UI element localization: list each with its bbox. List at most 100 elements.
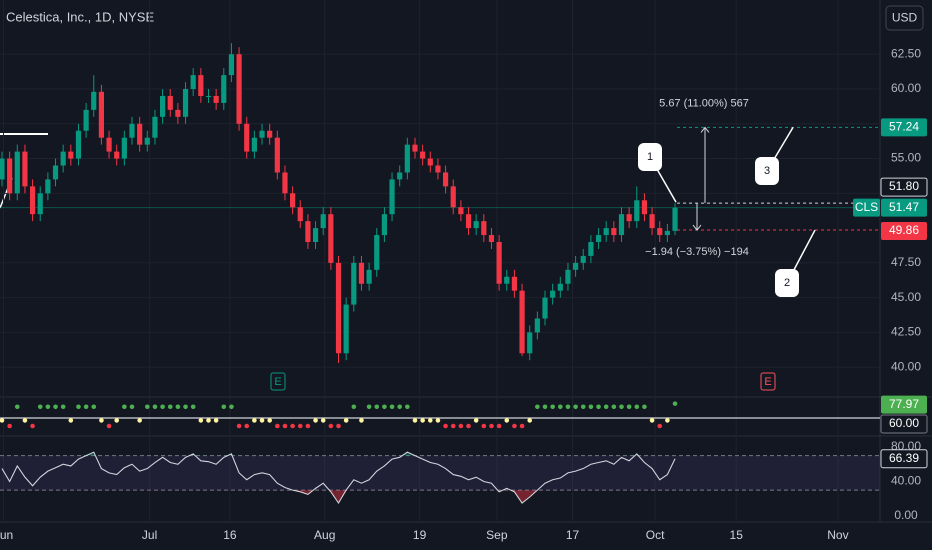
x-tick-label: Sep <box>486 528 508 542</box>
candle-body <box>634 200 640 222</box>
candle-body <box>160 95 166 117</box>
indicator-dot <box>0 418 5 423</box>
earnings-label: E <box>274 376 281 388</box>
earnings-marker <box>760 372 776 391</box>
rsi-tick-label: 0.00 <box>894 508 918 522</box>
indicator-dot <box>129 404 135 410</box>
indicator-dot <box>512 423 517 429</box>
indicator-dot <box>565 404 571 410</box>
indicator-dot <box>496 423 502 429</box>
candle-body <box>60 151 66 166</box>
earnings-label: E <box>764 376 771 388</box>
y-tick-label: 40.00 <box>891 359 921 373</box>
indicator-dot <box>573 404 578 410</box>
x-tick-label: Jul <box>142 528 157 542</box>
candle-body <box>511 276 518 291</box>
indicator-dot <box>558 404 563 410</box>
candle-body <box>519 290 525 354</box>
indicator-dot <box>519 423 525 429</box>
rsi-last-label: 66.39 <box>889 451 919 465</box>
candle-body <box>98 91 105 138</box>
candle-body <box>0 158 5 180</box>
candle-body <box>282 172 288 194</box>
indicator-dot <box>443 423 448 429</box>
candle-body <box>37 193 43 215</box>
indicator-level-label: 60.00 <box>889 416 919 430</box>
currency-label[interactable]: USD <box>892 11 918 25</box>
candle-body <box>83 109 89 131</box>
candle-body <box>442 172 449 187</box>
x-tick-label: Jun <box>0 528 13 542</box>
entry-price-label-box <box>880 177 928 197</box>
candle-body <box>496 242 502 284</box>
indicator-dot <box>167 404 173 410</box>
rsi-tick-label: 40.00 <box>891 474 921 488</box>
indicator-dot <box>275 423 280 429</box>
indicator-dot <box>122 404 127 410</box>
candle-body <box>427 158 433 166</box>
indicator-dot <box>30 423 35 429</box>
indicator-dot <box>236 423 242 429</box>
candle-body <box>259 130 265 138</box>
candle-body <box>182 89 189 117</box>
indicator-dot <box>374 404 380 410</box>
indicator-dot <box>175 404 181 410</box>
indicator-dot <box>389 404 395 410</box>
candle-body <box>550 290 556 298</box>
candle-body <box>328 214 334 263</box>
candle-body <box>588 242 594 256</box>
indicator-dot <box>22 418 28 423</box>
candle-body <box>473 221 479 229</box>
rsi-last-label-box <box>880 449 928 469</box>
indicator-dot <box>76 404 81 410</box>
indicator-dot <box>343 418 349 423</box>
indicator-dot <box>535 404 540 410</box>
candle-body <box>45 179 51 194</box>
x-tick-label: 19 <box>413 528 427 542</box>
indicator-dot <box>221 404 227 410</box>
indicator-dot <box>672 401 678 406</box>
candle-body <box>420 151 426 159</box>
entry-price-label: 51.80 <box>889 179 919 193</box>
indicator-dot <box>206 418 211 423</box>
indicator-dot <box>588 404 594 410</box>
candle-body <box>137 123 143 145</box>
indicator-dot <box>649 418 655 423</box>
measure-down-label: −1.94 (−3.75%) −194 <box>645 246 749 258</box>
indicator-dot <box>7 423 12 429</box>
candle-body <box>664 230 670 236</box>
candle-body <box>465 214 472 229</box>
stop-price-label-box <box>881 222 927 241</box>
candle-body <box>565 269 571 284</box>
y-tick-label: 60.00 <box>891 81 921 95</box>
indicator-dot <box>626 404 632 410</box>
indicator-dot <box>152 404 158 410</box>
chart-title: Celestica, Inc., 1D, NYSE <box>6 9 154 24</box>
last-price-label-box <box>881 198 927 217</box>
indicator-dot <box>619 404 624 410</box>
candle-body <box>534 318 540 333</box>
candle-body <box>14 151 20 194</box>
candle-body <box>366 269 372 284</box>
indicator-dot <box>53 404 58 410</box>
candle-body <box>198 75 204 96</box>
indicator-dot <box>642 404 647 410</box>
indicator-dot <box>397 404 402 410</box>
candle-body <box>389 179 395 215</box>
currency-button[interactable] <box>885 5 924 31</box>
rsi-band <box>0 455 880 491</box>
candle-body <box>290 193 296 208</box>
indicator-last-label-box <box>881 395 927 414</box>
indicator-dot <box>244 423 250 429</box>
candle-body <box>52 165 59 180</box>
indicator-dot <box>412 418 418 423</box>
measure-up-label: 5.67 (11.00%) 567 <box>659 97 749 109</box>
candle-body <box>213 95 219 103</box>
indicator-dot <box>290 423 295 429</box>
indicator-dot <box>611 404 617 410</box>
indicator-dot <box>183 404 188 410</box>
candle-body <box>611 228 617 236</box>
y-tick-label: 42.50 <box>891 325 921 339</box>
indicator-dot <box>106 423 112 429</box>
